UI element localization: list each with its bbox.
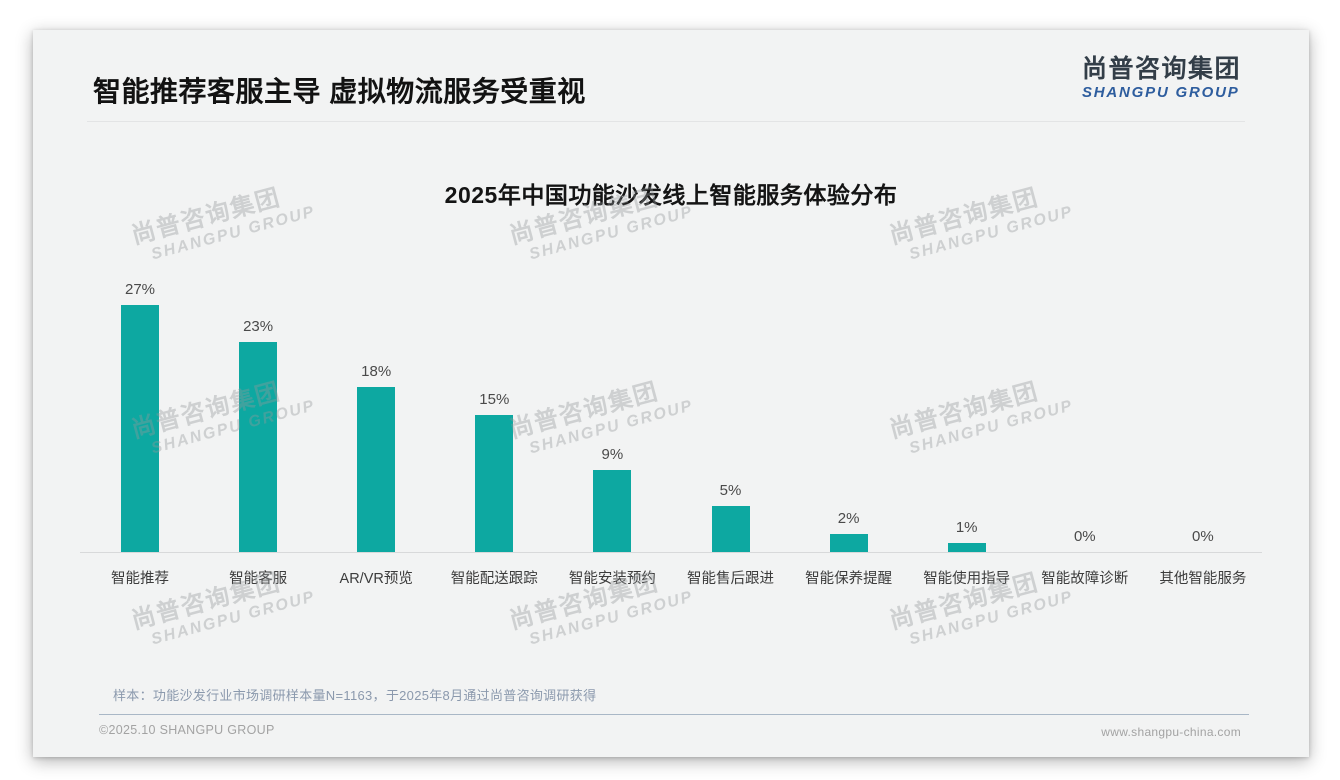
header-divider [87,121,1245,122]
watermark-text-en: SHANGPU GROUP [527,588,696,649]
bar-value-label: 0% [1192,528,1214,545]
bar-value-label: 23% [243,317,274,335]
x-axis-category-label: 智能售后跟进 [687,571,774,587]
bar [947,542,986,552]
company-logo-cn: 尚普咨询集团 [1081,55,1241,83]
x-axis-category-label: 其他智能服务 [1159,571,1247,587]
x-axis-category-label: 智能故障诊断 [1041,571,1129,587]
bar [711,506,750,552]
bar-value-label: 1% [955,518,978,536]
x-axis-category-label: AR/VR预览 [339,571,413,587]
watermark-text-en: SHANGPU GROUP [149,588,318,649]
x-axis-category-label: 智能客服 [229,571,288,587]
x-axis-category-label: 智能使用指导 [923,571,1011,587]
x-axis-category-label: 智能配送跟踪 [450,571,538,587]
company-logo: 尚普咨询集团 SHANGPU GROUP [1082,54,1241,102]
bar [357,387,396,552]
bar [121,304,159,552]
bar-value-label: 18% [361,363,392,381]
bar [593,469,632,552]
bar-value-label: 27% [124,280,156,298]
sample-footnote: 样本：功能沙发行业市场调研样本量N=1163，于2025年8月通过尚普咨询调研获… [113,688,597,703]
x-axis-category-label: 智能保养提醒 [805,571,893,587]
bar-value-label: 15% [479,390,510,408]
footer-website: www.shangpu-china.com [1101,725,1241,739]
bar [829,533,868,552]
x-axis-category-label: 智能推荐 [111,571,169,587]
bar-value-label: 2% [837,509,860,527]
chart-title: 2025年中国功能沙发线上智能服务体验分布 [444,182,898,208]
bar [239,341,278,552]
bar-value-label: 0% [1073,528,1096,545]
watermark-text-en: SHANGPU GROUP [907,588,1076,649]
x-axis-category-labels: 智能推荐 智能客服 AR/VR预览 智能配送跟踪 智能安装预约 智能售后跟进 智能保养提醒 智… [80,567,1262,589]
bar [475,414,514,552]
bar-value-label: 5% [719,482,742,500]
company-logo-en: SHANGPU GROUP [1081,84,1240,101]
bar-chart-plot: 27% 23% 18% 15% 9% 5% 2% 1% 0% 0% [80,30,1262,553]
page-title: 智能推荐客服主导 虚拟物流服务受重视 [93,76,586,107]
footer-copyright: ©2025.10 SHANGPU GROUP [99,723,275,737]
footer-divider [99,714,1249,715]
bar-value-label: 9% [601,445,624,463]
report-slide-card: 智能推荐客服主导 虚拟物流服务受重视 尚普咨询集团 SHANGPU GROUP … [33,30,1309,757]
x-axis-category-label: 智能安装预约 [568,571,656,587]
